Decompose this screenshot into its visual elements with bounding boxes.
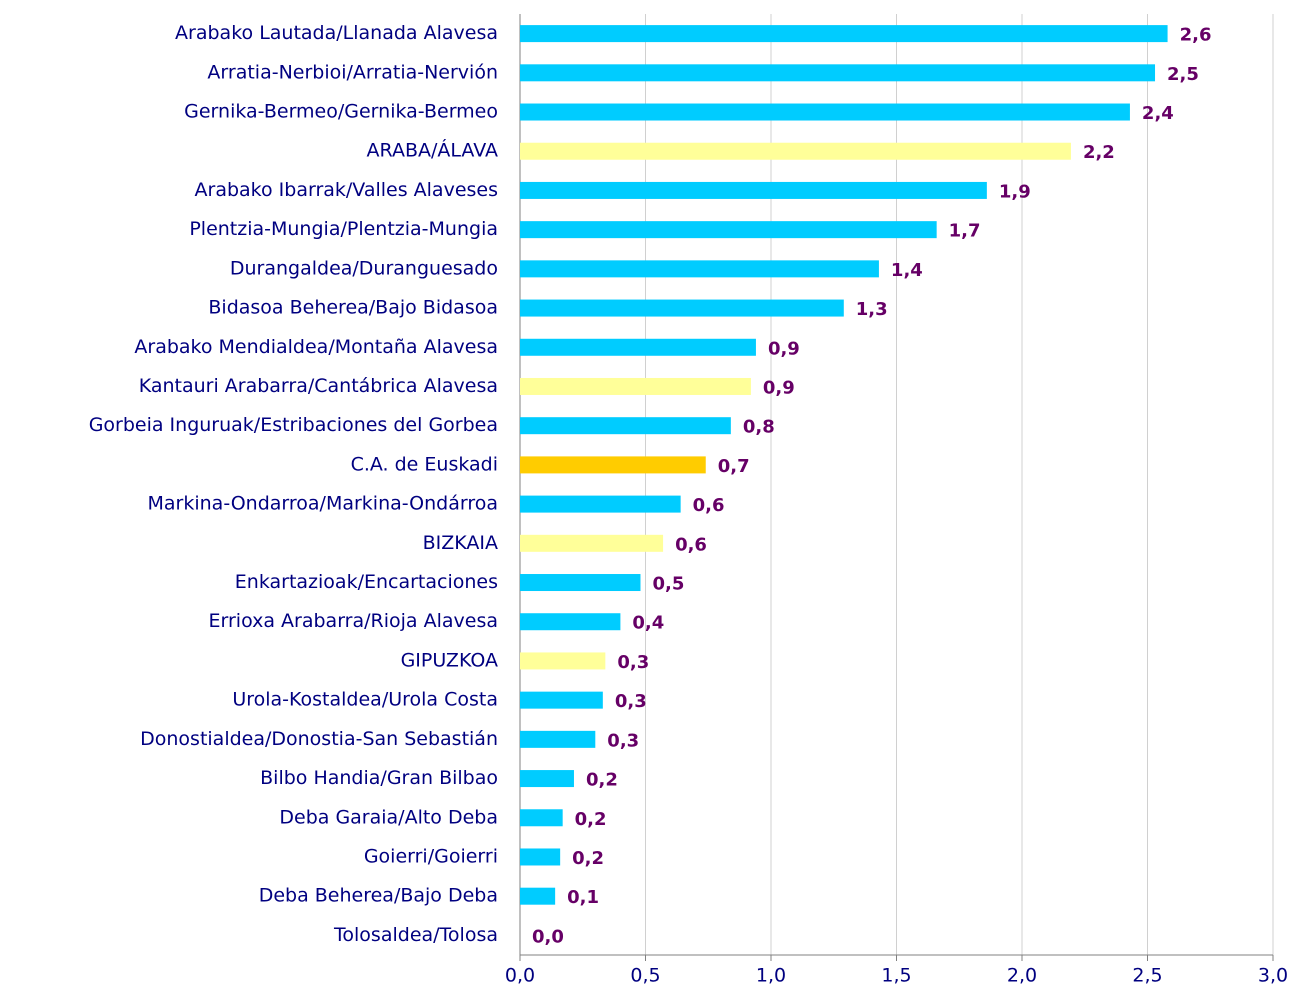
value-label: 0,2 [586,770,618,791]
y-tick-label: Plentzia-Mungia/Plentzia-Mungia [189,218,498,240]
y-tick-label: GIPUZKOA [401,649,498,671]
bar [520,338,756,356]
value-label: 0,2 [572,848,604,869]
y-tick-label: Goierri/Goierri [364,845,498,867]
value-label: 1,9 [999,181,1031,202]
bar [520,495,681,513]
x-tick-label: 2,5 [1132,965,1162,987]
value-label: 0,3 [617,652,649,673]
y-tick-label: C.A. de Euskadi [351,453,498,475]
y-tick-label: Kantauri Arabarra/Cantábrica Alavesa [139,375,498,397]
value-label: 0,6 [675,534,707,555]
y-tick-label: Errioxa Arabarra/Rioja Alavesa [209,610,499,632]
value-label: 2,5 [1167,64,1199,85]
y-tick-label: Arabako Lautada/Llanada Alavesa [175,22,498,44]
bar [520,64,1156,82]
value-label: 2,2 [1083,142,1115,163]
value-label: 0,6 [693,495,725,516]
y-tick-label: Arabako Mendialdea/Montaña Alavesa [134,336,498,358]
bar [520,377,751,395]
x-tick-label: 3,0 [1258,965,1288,987]
bar [520,652,606,670]
value-label: 2,6 [1180,25,1212,46]
value-label: 1,3 [856,299,888,320]
y-tick-label: Enkartazioak/Encartaciones [235,571,498,593]
x-tick-label: 0,0 [505,965,535,987]
y-tick-label: Arabako Ibarrak/Valles Alaveses [195,179,498,201]
bar [520,25,1168,43]
bar [520,181,987,199]
value-label: 0,9 [763,377,795,398]
bar [520,730,596,748]
y-tick-label: Durangaldea/Duranguesado [230,257,498,279]
bar [520,574,641,592]
y-tick-label: Donostialdea/Donostia-San Sebastián [140,728,498,750]
x-tick-label: 2,0 [1007,965,1037,987]
bar [520,534,664,552]
value-label: 0,0 [532,926,564,947]
y-tick-label: Deba Garaia/Alto Deba [279,806,498,828]
y-tick-label: Markina-Ondarroa/Markina-Ondárroa [148,493,498,515]
value-label: 0,9 [768,338,800,359]
bar [520,142,1071,160]
value-label: 0,3 [615,691,647,712]
bar [520,299,844,317]
y-tick-label: ARABA/ÁLAVA [367,139,498,162]
value-label: 2,4 [1142,103,1174,124]
value-label: 0,8 [743,417,775,438]
y-tick-label: Deba Beherea/Bajo Deba [259,885,498,907]
x-tick-label: 1,5 [881,965,911,987]
bar [520,456,706,474]
value-label: 0,5 [652,574,684,595]
x-tick-label: 1,0 [756,965,786,987]
y-tick-label: Urola-Kostaldea/Urola Costa [232,689,498,711]
bar [520,848,561,866]
value-label: 0,4 [632,613,664,634]
y-tick-label: Bilbo Handia/Gran Bilbao [260,767,498,789]
bar [520,613,621,631]
bar [520,691,603,709]
bar [520,417,731,435]
y-tick-label: BIZKAIA [423,532,498,554]
bar [520,221,937,239]
value-label: 1,7 [949,221,981,242]
value-label: 0,3 [607,730,639,751]
y-tick-label: Gorbeia Inguruak/Estribaciones del Gorbe… [89,414,498,436]
value-label: 0,1 [567,887,599,908]
bar [520,260,879,278]
y-tick-label: Gernika-Bermeo/Gernika-Bermeo [184,101,498,123]
bar [520,770,574,788]
x-tick-label: 0,5 [630,965,660,987]
value-label: 0,7 [718,456,750,477]
value-label: 0,2 [575,809,607,830]
y-tick-label: Bidasoa Beherea/Bajo Bidasoa [208,297,498,319]
y-tick-label: Tolosaldea/Tolosa [333,924,498,946]
bar [520,809,563,827]
bar [520,103,1130,121]
value-label: 1,4 [891,260,923,281]
y-tick-label: Arratia-Nerbioi/Arratia-Nervión [207,61,498,83]
bar [520,887,556,905]
